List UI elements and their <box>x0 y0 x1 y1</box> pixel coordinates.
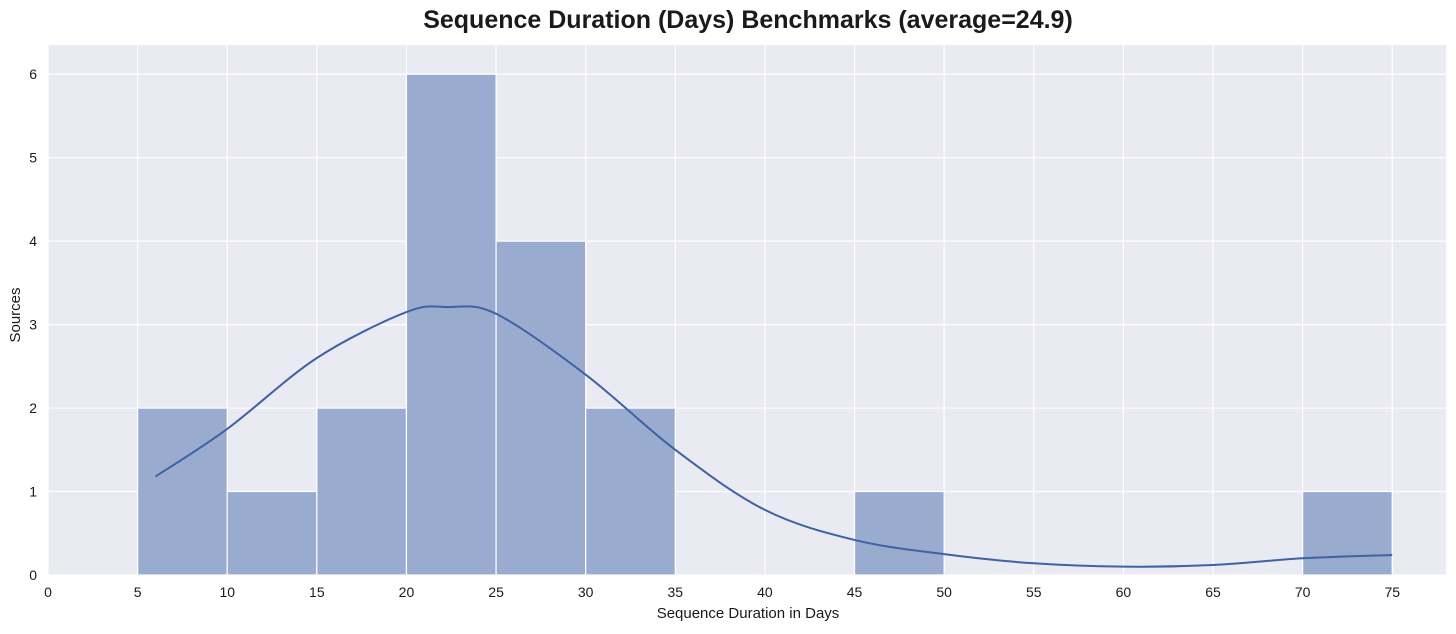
x-tick-label: 70 <box>1295 584 1311 600</box>
histogram-bars <box>137 73 1393 576</box>
x-tick-label: 75 <box>1384 584 1400 600</box>
x-tick-label: 55 <box>1026 584 1042 600</box>
x-tick-label: 45 <box>847 584 863 600</box>
y-axis-label: Sources <box>7 287 24 342</box>
x-tick-label: 50 <box>936 584 952 600</box>
x-tick-label: 35 <box>668 584 684 600</box>
grid-lines <box>47 45 1446 576</box>
x-tick-label: 0 <box>44 584 52 600</box>
x-tick-label: 5 <box>134 584 142 600</box>
x-tick-label: 65 <box>1205 584 1221 600</box>
y-tick-label: 1 <box>29 484 37 500</box>
x-tick-label: 40 <box>757 584 773 600</box>
x-tick-label: 25 <box>488 584 504 600</box>
x-tick-label: 15 <box>309 584 325 600</box>
y-tick-label: 2 <box>29 400 37 416</box>
y-tick-label: 6 <box>29 66 37 82</box>
y-tick-label: 0 <box>29 567 37 583</box>
histogram-bar <box>316 407 408 576</box>
histogram-bar <box>226 490 318 576</box>
chart-title: Sequence Duration (Days) Benchmarks (ave… <box>423 6 1073 34</box>
y-axis-ticks: 0 1 2 3 4 5 6 <box>29 66 37 583</box>
histogram-bar <box>137 407 228 576</box>
x-tick-label: 60 <box>1116 584 1132 600</box>
histogram-bar <box>1302 490 1393 576</box>
x-axis-label: Sequence Duration in Days <box>657 605 840 622</box>
histogram-bar <box>853 490 945 576</box>
histogram-bar <box>495 240 587 576</box>
y-tick-label: 3 <box>29 317 37 333</box>
y-tick-label: 5 <box>29 150 37 166</box>
kde-curve <box>154 305 1393 568</box>
x-tick-label: 20 <box>399 584 415 600</box>
histogram-bar <box>405 73 497 576</box>
histogram-bar <box>585 407 676 576</box>
y-tick-label: 4 <box>29 233 37 249</box>
x-tick-label: 10 <box>219 584 235 600</box>
x-axis-ticks: 0 5 10 15 20 25 30 35 40 45 50 55 60 65 70 75 <box>44 584 1400 600</box>
x-tick-label: 30 <box>578 584 594 600</box>
